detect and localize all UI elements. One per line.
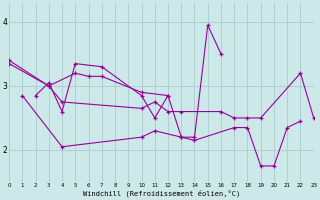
X-axis label: Windchill (Refroidissement éolien,°C): Windchill (Refroidissement éolien,°C) xyxy=(83,190,240,197)
